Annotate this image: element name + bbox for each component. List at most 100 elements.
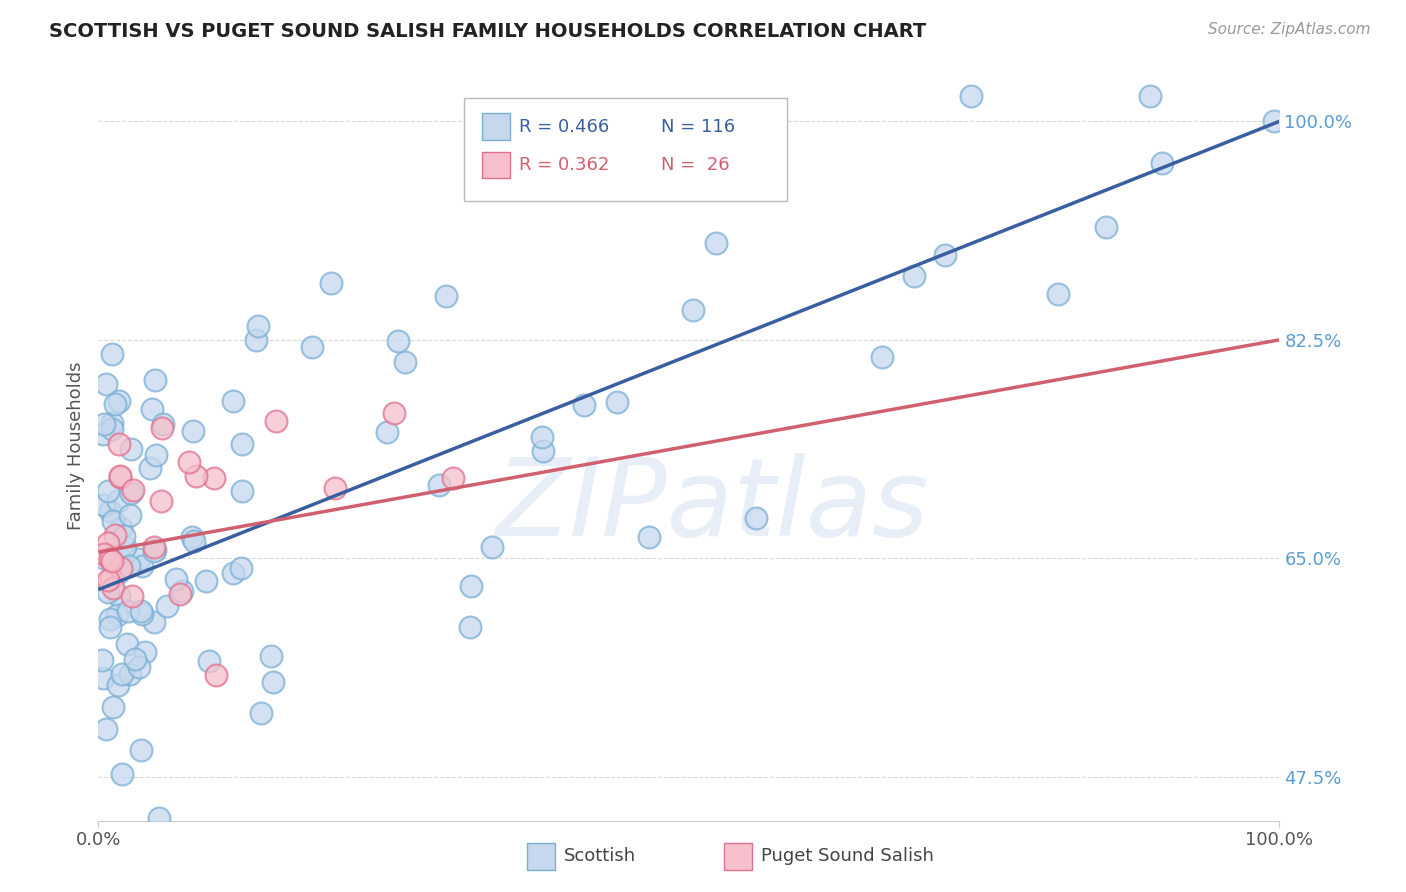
Point	[107, 677, 129, 691]
Point	[91, 653, 114, 667]
Point	[107, 566, 129, 580]
Point	[145, 448, 167, 462]
Point	[131, 607, 153, 621]
Point	[97, 573, 120, 587]
Point	[118, 667, 141, 681]
Point	[531, 429, 554, 443]
Point	[128, 660, 150, 674]
Point	[181, 530, 204, 544]
Point	[170, 584, 193, 599]
Point	[382, 406, 405, 420]
Point	[262, 675, 284, 690]
Point	[231, 483, 253, 498]
Point	[606, 394, 628, 409]
Point	[745, 511, 768, 525]
Point	[1150, 156, 1173, 170]
Point	[104, 527, 127, 541]
Point	[460, 579, 482, 593]
Point	[115, 637, 138, 651]
Point	[122, 483, 145, 498]
Point	[183, 425, 205, 439]
Y-axis label: Family Households: Family Households	[66, 362, 84, 530]
Point	[120, 442, 142, 457]
Point	[124, 652, 146, 666]
Point	[870, 351, 893, 365]
Point	[394, 355, 416, 369]
Point	[97, 536, 120, 550]
Point	[141, 402, 163, 417]
Text: R = 0.362: R = 0.362	[519, 156, 609, 174]
Point	[101, 554, 124, 568]
Point	[249, 706, 271, 721]
Point	[323, 481, 346, 495]
Point	[142, 541, 165, 555]
Point	[321, 276, 343, 290]
Point	[112, 529, 135, 543]
Point	[245, 334, 267, 348]
Point	[143, 373, 166, 387]
Point	[186, 468, 208, 483]
Point	[387, 334, 409, 348]
Point	[204, 667, 226, 681]
Point	[375, 425, 398, 439]
Point	[704, 235, 727, 250]
Point	[134, 645, 156, 659]
Point	[177, 455, 200, 469]
Point	[98, 612, 121, 626]
Point	[128, 551, 150, 566]
Point	[1046, 287, 1069, 301]
Point	[103, 699, 125, 714]
Point	[131, 559, 153, 574]
Point	[110, 561, 132, 575]
Point	[222, 566, 245, 581]
Point	[97, 584, 120, 599]
Point	[107, 548, 129, 562]
Text: Source: ZipAtlas.com: Source: ZipAtlas.com	[1208, 22, 1371, 37]
Point	[301, 340, 323, 354]
Text: Puget Sound Salish: Puget Sound Salish	[761, 847, 934, 865]
Point	[93, 417, 115, 432]
Point	[441, 470, 464, 484]
Point	[108, 468, 131, 483]
Point	[114, 541, 136, 555]
Point	[183, 534, 205, 549]
Point	[194, 574, 217, 588]
Point	[108, 437, 131, 451]
Point	[1263, 114, 1285, 128]
Point	[202, 471, 225, 485]
Point	[93, 548, 115, 562]
Point	[110, 520, 132, 534]
Point	[100, 571, 122, 585]
Point	[93, 551, 115, 566]
Text: ZIPatlas: ZIPatlas	[496, 453, 929, 558]
Point	[682, 303, 704, 318]
Point	[434, 288, 457, 302]
Point	[104, 397, 127, 411]
Point	[143, 542, 166, 557]
Point	[169, 587, 191, 601]
Point	[111, 766, 134, 780]
Point	[105, 607, 128, 622]
Point	[143, 544, 166, 558]
Point	[110, 470, 132, 484]
Point	[259, 649, 281, 664]
Point	[429, 478, 451, 492]
Point	[221, 394, 243, 409]
Text: N = 116: N = 116	[661, 118, 735, 136]
Point	[142, 615, 165, 630]
Point	[110, 544, 132, 558]
Text: Scottish: Scottish	[564, 847, 636, 865]
Point	[107, 589, 129, 603]
Point	[934, 248, 956, 262]
Point	[531, 444, 554, 458]
Point	[100, 416, 122, 430]
Point	[120, 486, 142, 500]
Point	[231, 437, 253, 451]
Point	[247, 319, 270, 334]
Point	[97, 484, 120, 499]
Point	[91, 427, 114, 442]
Point	[264, 414, 287, 428]
Point	[165, 572, 187, 586]
Point	[197, 654, 219, 668]
Text: R = 0.466: R = 0.466	[519, 118, 609, 136]
